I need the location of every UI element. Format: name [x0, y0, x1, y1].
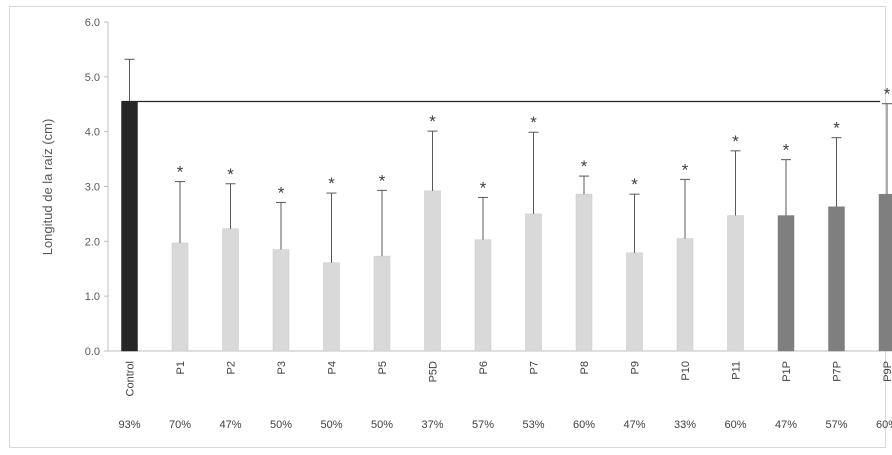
significance-star: *: [328, 174, 335, 193]
bar: [222, 228, 239, 352]
x-tick-label: P9P: [882, 361, 892, 382]
y-tick-label: 6.0: [85, 17, 100, 29]
significance-star: *: [884, 85, 891, 104]
significance-star: *: [783, 141, 790, 160]
significance-star: *: [581, 157, 588, 176]
x-tick-label: P10: [680, 361, 692, 381]
bar: [777, 215, 795, 352]
y-tick-label: 4.0: [85, 127, 100, 139]
significance-star: *: [429, 112, 436, 131]
x-tick-label: P1P: [781, 361, 793, 382]
x-tick-label: P7: [529, 361, 541, 374]
bar: [828, 206, 845, 352]
bar: [676, 238, 694, 352]
significance-star: *: [732, 132, 739, 151]
x-tick-label: P5: [377, 361, 389, 374]
x-tick-label: P2: [226, 361, 238, 374]
x-tick-label: P7P: [832, 361, 844, 382]
percentage-label: 60%: [724, 419, 746, 431]
bar: [424, 190, 441, 352]
x-tick-label: P9: [630, 361, 642, 374]
significance-star: *: [177, 163, 184, 182]
x-tick-label: P3: [276, 361, 288, 374]
significance-star: *: [480, 178, 487, 197]
percentage-label: 50%: [371, 419, 393, 431]
significance-star: *: [379, 171, 386, 190]
x-tick-label: P5D: [428, 361, 440, 382]
bar: [474, 239, 492, 352]
significance-star: *: [530, 113, 537, 132]
percentage-label: 57%: [825, 419, 847, 431]
x-tick-label: P1: [175, 361, 187, 374]
significance-star: *: [278, 183, 285, 202]
bar: [373, 255, 391, 352]
bar: [272, 249, 290, 352]
plot-area: 0.0 1.0 2.0 3.0 4.0 5.0 6.0 Control 93% * P1 70% * P2…: [85, 17, 892, 431]
significance-star: *: [631, 175, 638, 194]
bar: [171, 242, 189, 352]
x-tick-label: P8: [579, 361, 591, 374]
significance-star: *: [227, 165, 234, 184]
significance-star: *: [833, 119, 840, 138]
percentage-label: 33%: [674, 419, 696, 431]
bar: [878, 193, 892, 352]
x-tick-label: P6: [478, 361, 490, 374]
bar: [575, 193, 593, 352]
y-tick-label: 0.0: [85, 346, 100, 358]
percentage-label: 50%: [270, 419, 292, 431]
bar: [727, 215, 744, 352]
percentage-label: 47%: [775, 419, 797, 431]
percentage-label: 50%: [320, 419, 342, 431]
bar: [626, 252, 643, 352]
percentage-label: 53%: [522, 419, 544, 431]
percentage-label: 70%: [169, 419, 191, 431]
x-tick-label: P11: [731, 361, 743, 380]
percentage-label: 57%: [472, 419, 494, 431]
bar: [121, 101, 138, 352]
significance-star: *: [682, 160, 689, 179]
percentage-label: 93%: [118, 419, 140, 431]
percentage-label: 47%: [623, 419, 645, 431]
x-tick-label: P4: [327, 361, 339, 374]
y-tick-label: 2.0: [85, 236, 100, 248]
y-tick-label: 5.0: [85, 72, 100, 84]
bar: [323, 262, 340, 352]
bar: [525, 213, 542, 352]
percentage-label: 60%: [876, 419, 892, 431]
x-tick-label: Control: [125, 361, 137, 396]
percentage-label: 47%: [219, 419, 241, 431]
y-axis-title: Longitud de la raíz (cm): [40, 119, 55, 256]
y-tick-label: 1.0: [85, 291, 100, 303]
percentage-label: 60%: [573, 419, 595, 431]
y-tick-label: 3.0: [85, 182, 100, 194]
percentage-label: 37%: [421, 419, 443, 431]
